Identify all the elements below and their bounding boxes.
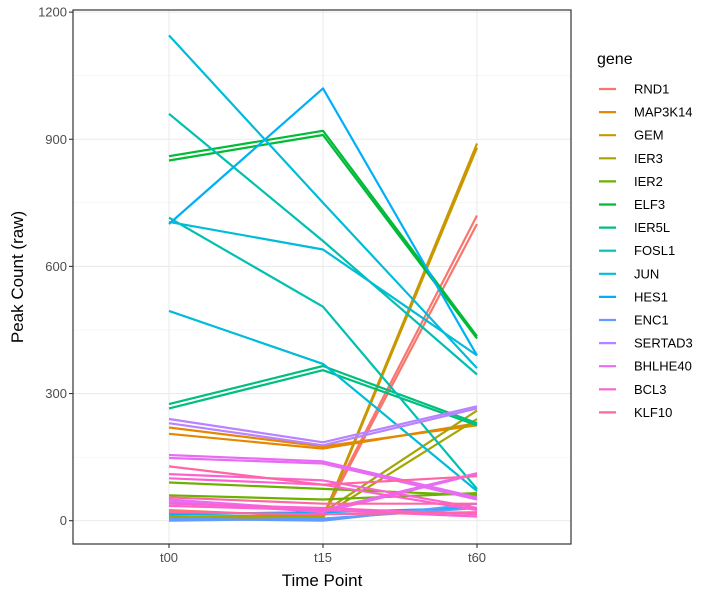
y-axis-title: Peak Count (raw) [8, 211, 27, 343]
legend-label: GEM [634, 128, 664, 143]
legend-items: RND1 MAP3K14 GEM IER3 IER2 ELF3 IER5L FOSL1 JUN H… [599, 82, 693, 420]
series-line-elf3 [168, 133, 478, 340]
legend-item-jun: JUN [599, 266, 659, 281]
series-line-jun [168, 34, 478, 369]
legend-label: IER2 [634, 174, 663, 189]
series-line-fosl1 [168, 112, 478, 376]
legend-item-ier5l: IER5L [599, 220, 670, 235]
legend-item-gem: GEM [599, 128, 664, 143]
series-sertad3 [168, 405, 478, 447]
legend-label: BHLHE40 [634, 359, 692, 374]
series-line-ier5l [168, 369, 478, 427]
legend-item-bcl3: BCL3 [599, 382, 667, 397]
series-line-jun [168, 309, 478, 492]
y-tick-label: 600 [45, 259, 67, 274]
x-tick-label: t60 [468, 550, 486, 565]
series-line-bcl3 [168, 504, 478, 518]
legend-label: BCL3 [634, 382, 667, 397]
legend-label: KLF10 [634, 405, 672, 420]
series-line-ier3 [168, 418, 478, 518]
series-line-map3k14 [168, 422, 478, 450]
series-line-klf10 [168, 511, 478, 516]
legend-label: IER3 [634, 151, 663, 166]
series-lines [168, 34, 479, 522]
series-line-hes1 [168, 87, 478, 356]
series-klf10 [168, 465, 478, 516]
series-line-klf10 [168, 465, 478, 486]
x-tick-label: t00 [160, 550, 178, 565]
legend-label: FOSL1 [634, 243, 675, 258]
legend-label: HES1 [634, 289, 668, 304]
plot-panel [73, 10, 571, 544]
series-line-bcl3 [168, 473, 478, 510]
series-line-jun [168, 220, 478, 357]
y-tick-label: 300 [45, 386, 67, 401]
y-axis: 0 300 600 900 1200 [38, 5, 73, 528]
legend: gene RND1 MAP3K14 GEM IER3 IER2 ELF3 IER5L FOSL… [597, 51, 693, 420]
major-gridlines [73, 10, 571, 544]
legend-item-map3k14: MAP3K14 [599, 105, 693, 120]
series-line-ier5l [168, 364, 478, 425]
legend-item-ier3: IER3 [599, 151, 663, 166]
series-line-sertad3 [168, 407, 478, 447]
series-line-fosl1 [168, 216, 478, 490]
legend-item-enc1: ENC1 [599, 313, 669, 328]
y-tick-label: 0 [60, 513, 67, 528]
series-line-ier2 [168, 481, 478, 497]
legend-label: RND1 [634, 82, 669, 97]
plot-border [72, 9, 572, 545]
legend-item-klf10: KLF10 [599, 405, 672, 420]
series-line-klf10 [168, 496, 477, 505]
legend-label: ELF3 [634, 197, 665, 212]
legend-label: ENC1 [634, 313, 669, 328]
legend-label: IER5L [634, 220, 670, 235]
y-tick-label: 900 [45, 132, 67, 147]
legend-label: SERTAD3 [634, 336, 693, 351]
series-line-sertad3 [168, 405, 478, 444]
y-tick-label: 1200 [38, 5, 67, 20]
legend-item-fosl1: FOSL1 [599, 243, 675, 258]
legend-item-sertad3: SERTAD3 [599, 336, 693, 351]
series-map3k14 [168, 422, 478, 450]
legend-title: gene [597, 51, 633, 68]
legend-item-hes1: HES1 [599, 289, 668, 304]
x-axis-title: Time Point [282, 571, 363, 590]
series-line-ier2 [168, 492, 478, 501]
series-fosl1 [168, 112, 478, 490]
series-ier5l [168, 364, 478, 427]
legend-item-rnd1: RND1 [599, 82, 669, 97]
legend-item-ier2: IER2 [599, 174, 663, 189]
legend-label: MAP3K14 [634, 105, 693, 120]
series-ier2 [168, 481, 478, 501]
legend-label: JUN [634, 266, 659, 281]
x-tick-label: t15 [314, 550, 332, 565]
x-axis: t00 t15 t60 [160, 544, 486, 565]
legend-item-elf3: ELF3 [599, 197, 665, 212]
series-jun [168, 34, 478, 492]
legend-item-bhlhe40: BHLHE40 [599, 359, 692, 374]
